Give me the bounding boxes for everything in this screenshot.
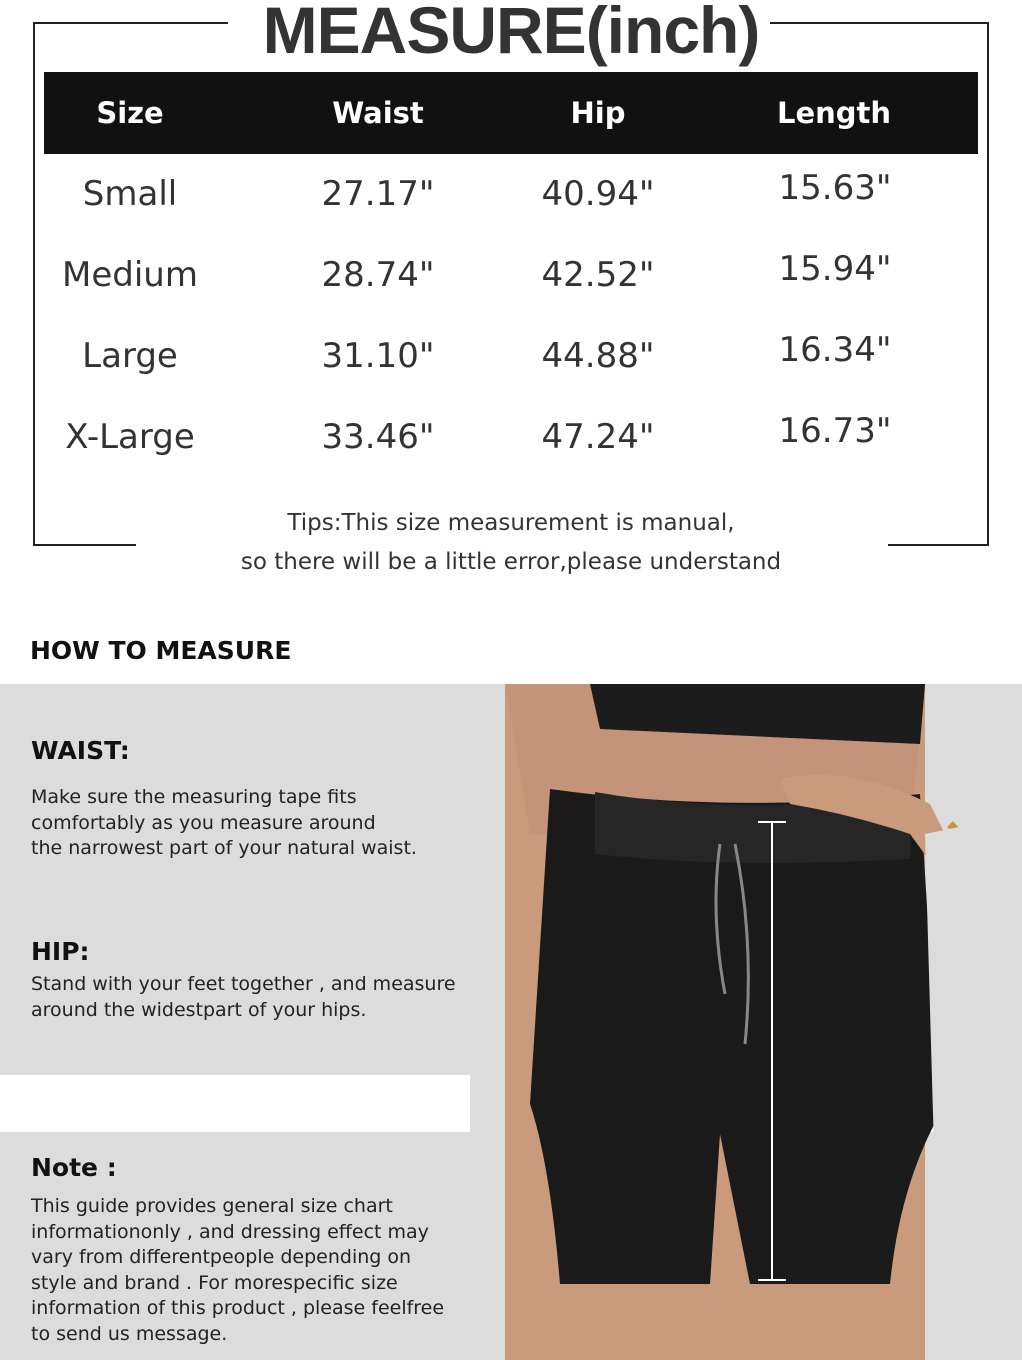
cell-size: Large [82, 336, 178, 376]
cell-waist: 28.74" [321, 255, 435, 295]
header-size: Size [96, 96, 164, 130]
cell-hip: 44.88" [541, 336, 655, 376]
cell-length: 16.34" [778, 330, 892, 370]
frame-line [33, 22, 228, 24]
model-shorts-photo [470, 684, 1022, 1360]
tip-line-1: Tips:This size measurement is manual, [287, 510, 735, 536]
cell-waist: 33.46" [321, 417, 435, 457]
cell-size: Small [82, 174, 178, 214]
note-text: This guide provides general size chart i… [31, 1195, 445, 1345]
header-waist: Waist [332, 96, 424, 130]
frame-line [888, 544, 989, 546]
cell-hip: 47.24" [541, 417, 655, 457]
tip-line-2: so there will be a little error,please u… [240, 549, 782, 575]
cell-length: 16.73" [778, 411, 892, 451]
hip-heading: HIP: [31, 937, 90, 966]
hip-text: Stand with your feet together , and meas… [31, 973, 456, 1021]
header-length: Length [776, 96, 892, 130]
table-header: Size Waist Hip Length [44, 72, 978, 154]
how-to-heading: HOW TO MEASURE [30, 636, 292, 665]
frame-line [770, 22, 989, 24]
note-heading: Note : [31, 1153, 117, 1182]
cell-size: Medium [62, 255, 198, 295]
cell-waist: 27.17" [321, 174, 435, 214]
cell-length: 15.63" [778, 168, 892, 208]
header-hip: Hip [570, 96, 626, 130]
waist-text: Make sure the measuring tape fits comfor… [31, 786, 417, 859]
chart-title: MEASURE(inch) [262, 0, 761, 67]
cell-length: 15.94" [778, 249, 892, 289]
cell-hip: 42.52" [541, 255, 655, 295]
cell-hip: 40.94" [541, 174, 655, 214]
cell-size: X-Large [65, 417, 195, 457]
cell-waist: 31.10" [321, 336, 435, 376]
frame-line [987, 22, 989, 546]
frame-line [33, 22, 35, 546]
frame-line [33, 544, 136, 546]
waist-heading: WAIST: [31, 736, 130, 765]
